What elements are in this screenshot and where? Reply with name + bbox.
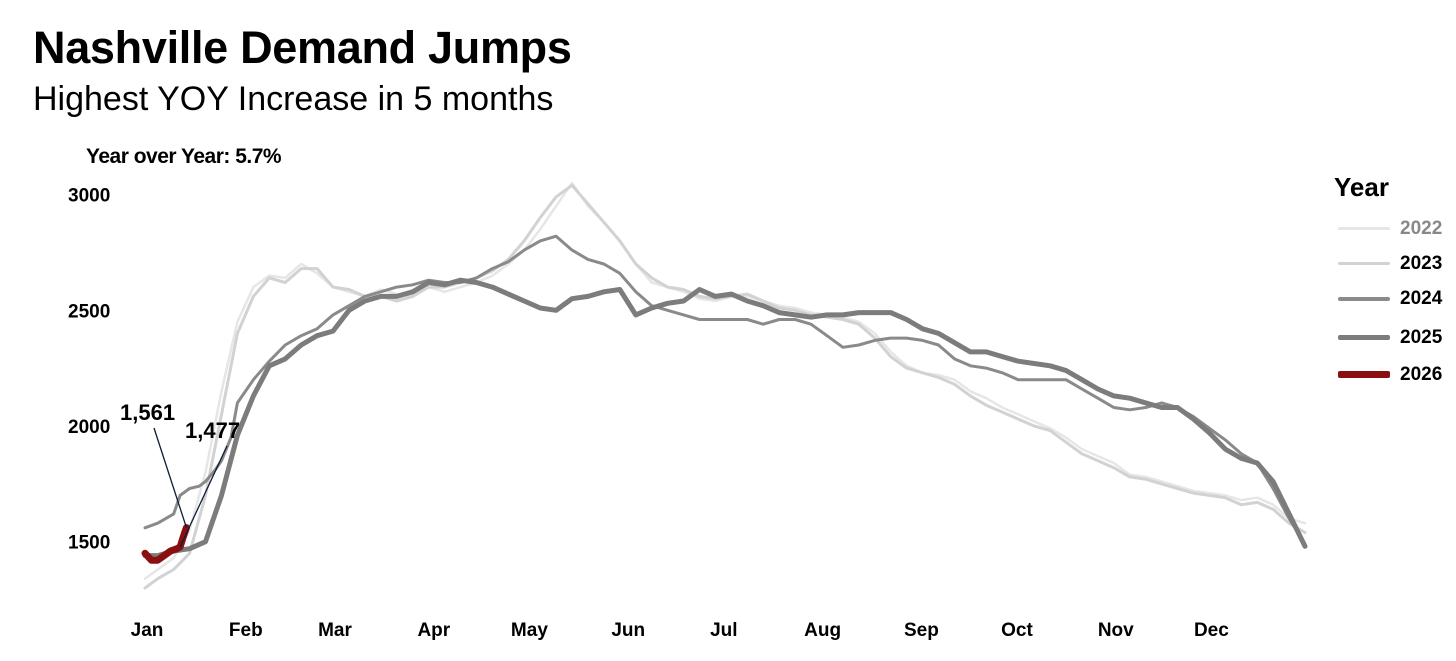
legend-item-2026: 2026 <box>1338 364 1448 388</box>
legend-item-2023: 2023 <box>1338 253 1448 277</box>
legend-title: Year <box>1334 172 1389 202</box>
series-line-2024 <box>143 234 1307 546</box>
legend-label-2025: 2025 <box>1400 327 1443 348</box>
series-line-2022 <box>143 181 1307 580</box>
x-tick-label-may: May <box>511 620 548 641</box>
x-tick-label-oct: Oct <box>1001 620 1033 641</box>
annotation-leader-1561 <box>153 427 188 528</box>
legend-item-2025: 2025 <box>1338 327 1448 351</box>
x-tick-label-jul: Jul <box>710 620 737 641</box>
x-tick-label-dec: Dec <box>1194 620 1229 641</box>
chart-title: Nashville Demand Jumps <box>33 22 572 73</box>
series-line-2026 <box>141 524 190 564</box>
series-line-2023 <box>143 183 1307 590</box>
legend-swatch-2022 <box>1338 227 1390 230</box>
y-tick-label-1500: 1500 <box>68 533 110 554</box>
chart-annotations: 1,561 1,477 <box>120 400 240 548</box>
chart-subtitle: Highest YOY Increase in 5 months <box>33 80 554 118</box>
legend-swatch-2025 <box>1338 335 1390 340</box>
legend-label-2022: 2022 <box>1400 218 1443 239</box>
y-axis: 1500 2000 2500 3000 <box>68 186 110 554</box>
x-tick-label-jun: Jun <box>611 620 645 641</box>
legend-swatch-2023 <box>1338 262 1390 265</box>
y-tick-label-2000: 2000 <box>68 417 110 438</box>
x-tick-label-nov: Nov <box>1098 620 1134 641</box>
legend-label-2024: 2024 <box>1400 288 1443 309</box>
y-tick-label-3000: 3000 <box>68 186 110 207</box>
x-tick-label-mar: Mar <box>318 620 352 641</box>
x-tick-label-aug: Aug <box>804 620 841 641</box>
series-line-2025 <box>142 277 1308 559</box>
legend-item-2022: 2022 <box>1338 218 1448 242</box>
x-tick-label-apr: Apr <box>417 620 450 641</box>
legend-label-2023: 2023 <box>1400 253 1443 274</box>
legend-swatch-2024 <box>1338 297 1390 301</box>
x-axis: Jan Feb Mar Apr May Jun Jul Aug Sep Oct Nov Dec <box>131 620 1230 641</box>
annotation-leader-1477 <box>179 445 228 548</box>
x-tick-label-sep: Sep <box>904 620 939 641</box>
chart-series <box>141 181 1308 590</box>
yoy-label: Year over Year: 5.7% <box>86 145 282 168</box>
x-tick-label-jan: Jan <box>131 620 164 641</box>
x-tick-label-feb: Feb <box>229 620 263 641</box>
legend-item-2024: 2024 <box>1338 288 1448 312</box>
y-tick-label-2500: 2500 <box>68 301 110 322</box>
legend-label-2026: 2026 <box>1400 364 1443 385</box>
annotation-label-1477: 1,477 <box>185 418 240 443</box>
legend-swatch-2026 <box>1338 371 1390 378</box>
annotation-label-1561: 1,561 <box>120 400 175 425</box>
